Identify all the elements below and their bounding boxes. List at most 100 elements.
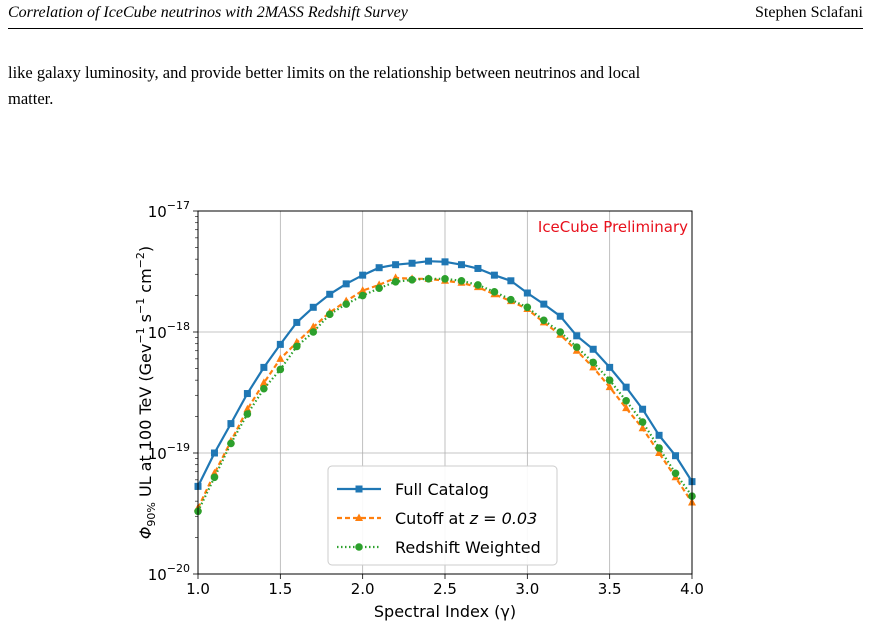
y-axis-label: Φ90% UL at 100 TeV (Gev−1 s−1 cm−2)	[134, 246, 158, 539]
data-point	[671, 469, 680, 478]
data-point	[325, 310, 334, 319]
legend-item: Full Catalog	[337, 480, 489, 499]
legend-box	[327, 465, 558, 566]
data-point	[408, 276, 416, 284]
data-point	[342, 280, 350, 288]
data-point	[622, 403, 631, 412]
legend-item: Redshift Weighted	[337, 538, 541, 557]
running-header: Correlation of IceCube neutrinos with 2M…	[8, 0, 863, 29]
data-point	[260, 384, 268, 393]
body-paragraph: like galaxy luminosity, and provide bett…	[8, 60, 863, 112]
data-point	[589, 345, 597, 353]
x-tick-label: 3.5	[598, 580, 622, 598]
data-point	[441, 275, 449, 283]
data-point	[523, 303, 532, 312]
data-point	[408, 259, 416, 267]
legend-label: Redshift Weighted	[395, 538, 541, 557]
data-point	[227, 439, 235, 448]
legend-marker	[355, 485, 363, 493]
data-point	[638, 423, 647, 432]
legend-marker	[355, 513, 363, 521]
data-point	[227, 420, 235, 428]
data-point	[490, 271, 498, 279]
data-point	[243, 390, 251, 398]
data-point	[260, 363, 268, 371]
data-point	[474, 264, 482, 272]
data-point	[474, 281, 482, 289]
data-point	[639, 405, 647, 413]
x-tick-label: 3.0	[515, 580, 539, 598]
y-tick-label: 10−20	[148, 562, 190, 584]
x-tick-label: 4.0	[680, 580, 704, 598]
series-1	[194, 257, 696, 490]
data-point	[655, 448, 664, 456]
data-point	[573, 332, 581, 340]
data-point	[210, 449, 218, 457]
data-point	[259, 378, 268, 386]
data-point	[391, 277, 400, 286]
data-point	[375, 264, 383, 272]
y-tick-label: 10−19	[148, 441, 190, 463]
data-point	[342, 300, 351, 308]
legend-item: Cutoff at z = 0.03	[337, 509, 537, 528]
data-point	[392, 261, 400, 269]
data-point	[309, 328, 318, 336]
preliminary-annotation: IceCube Preliminary	[538, 218, 688, 236]
data-point	[507, 277, 515, 285]
data-point	[359, 271, 367, 279]
data-point	[326, 290, 334, 298]
x-tick-label: 2.5	[433, 580, 457, 598]
legend-label: Cutoff at z = 0.03	[395, 509, 537, 528]
data-point	[441, 258, 449, 266]
data-point	[358, 286, 367, 294]
data-point	[638, 418, 647, 426]
data-point	[589, 358, 597, 367]
body-line-2: matter.	[8, 89, 54, 108]
legend-label: Full Catalog	[395, 480, 489, 499]
data-point	[424, 275, 433, 283]
data-point	[655, 444, 663, 452]
data-point	[276, 365, 285, 374]
legend: Full Catalog Cutoff at z = 0.03 Redshift W…	[327, 465, 558, 566]
y-tick-label: 10−18	[148, 320, 190, 342]
y-tick-label: 10−17	[148, 199, 190, 221]
data-point	[243, 410, 252, 418]
data-point	[523, 289, 531, 297]
data-point	[309, 303, 317, 311]
data-point	[589, 362, 598, 371]
header-author: Stephen Sclafani	[755, 4, 863, 21]
x-tick-label: 2.0	[351, 580, 375, 598]
data-point	[210, 473, 219, 482]
data-point	[293, 342, 301, 351]
x-tick-label: 1.5	[268, 580, 292, 598]
axes-frame	[197, 210, 693, 575]
data-point	[622, 383, 630, 391]
data-point	[375, 284, 383, 293]
data-point	[425, 257, 433, 265]
data-point	[490, 287, 499, 296]
data-point	[572, 343, 581, 351]
data-point	[605, 382, 614, 391]
data-point	[358, 291, 367, 300]
x-axis-label: Spectral Index (γ)	[374, 602, 516, 621]
data-point	[293, 318, 301, 326]
data-point	[507, 295, 515, 304]
header-title: Correlation of IceCube neutrinos with 2M…	[8, 4, 408, 21]
data-point	[556, 328, 565, 336]
data-point	[622, 397, 630, 405]
data-point	[606, 363, 614, 371]
data-point	[605, 376, 614, 384]
data-point	[556, 312, 564, 320]
data-point	[540, 316, 548, 325]
series-3	[194, 275, 696, 516]
body-line-1: like galaxy luminosity, and provide bett…	[8, 63, 641, 82]
data-point	[672, 452, 680, 460]
data-point	[457, 261, 465, 269]
x-tick-label: 1.0	[186, 580, 210, 598]
legend-marker	[355, 543, 363, 551]
data-point	[276, 340, 284, 348]
data-point	[276, 354, 285, 362]
data-point	[540, 300, 548, 308]
data-point	[655, 431, 663, 439]
